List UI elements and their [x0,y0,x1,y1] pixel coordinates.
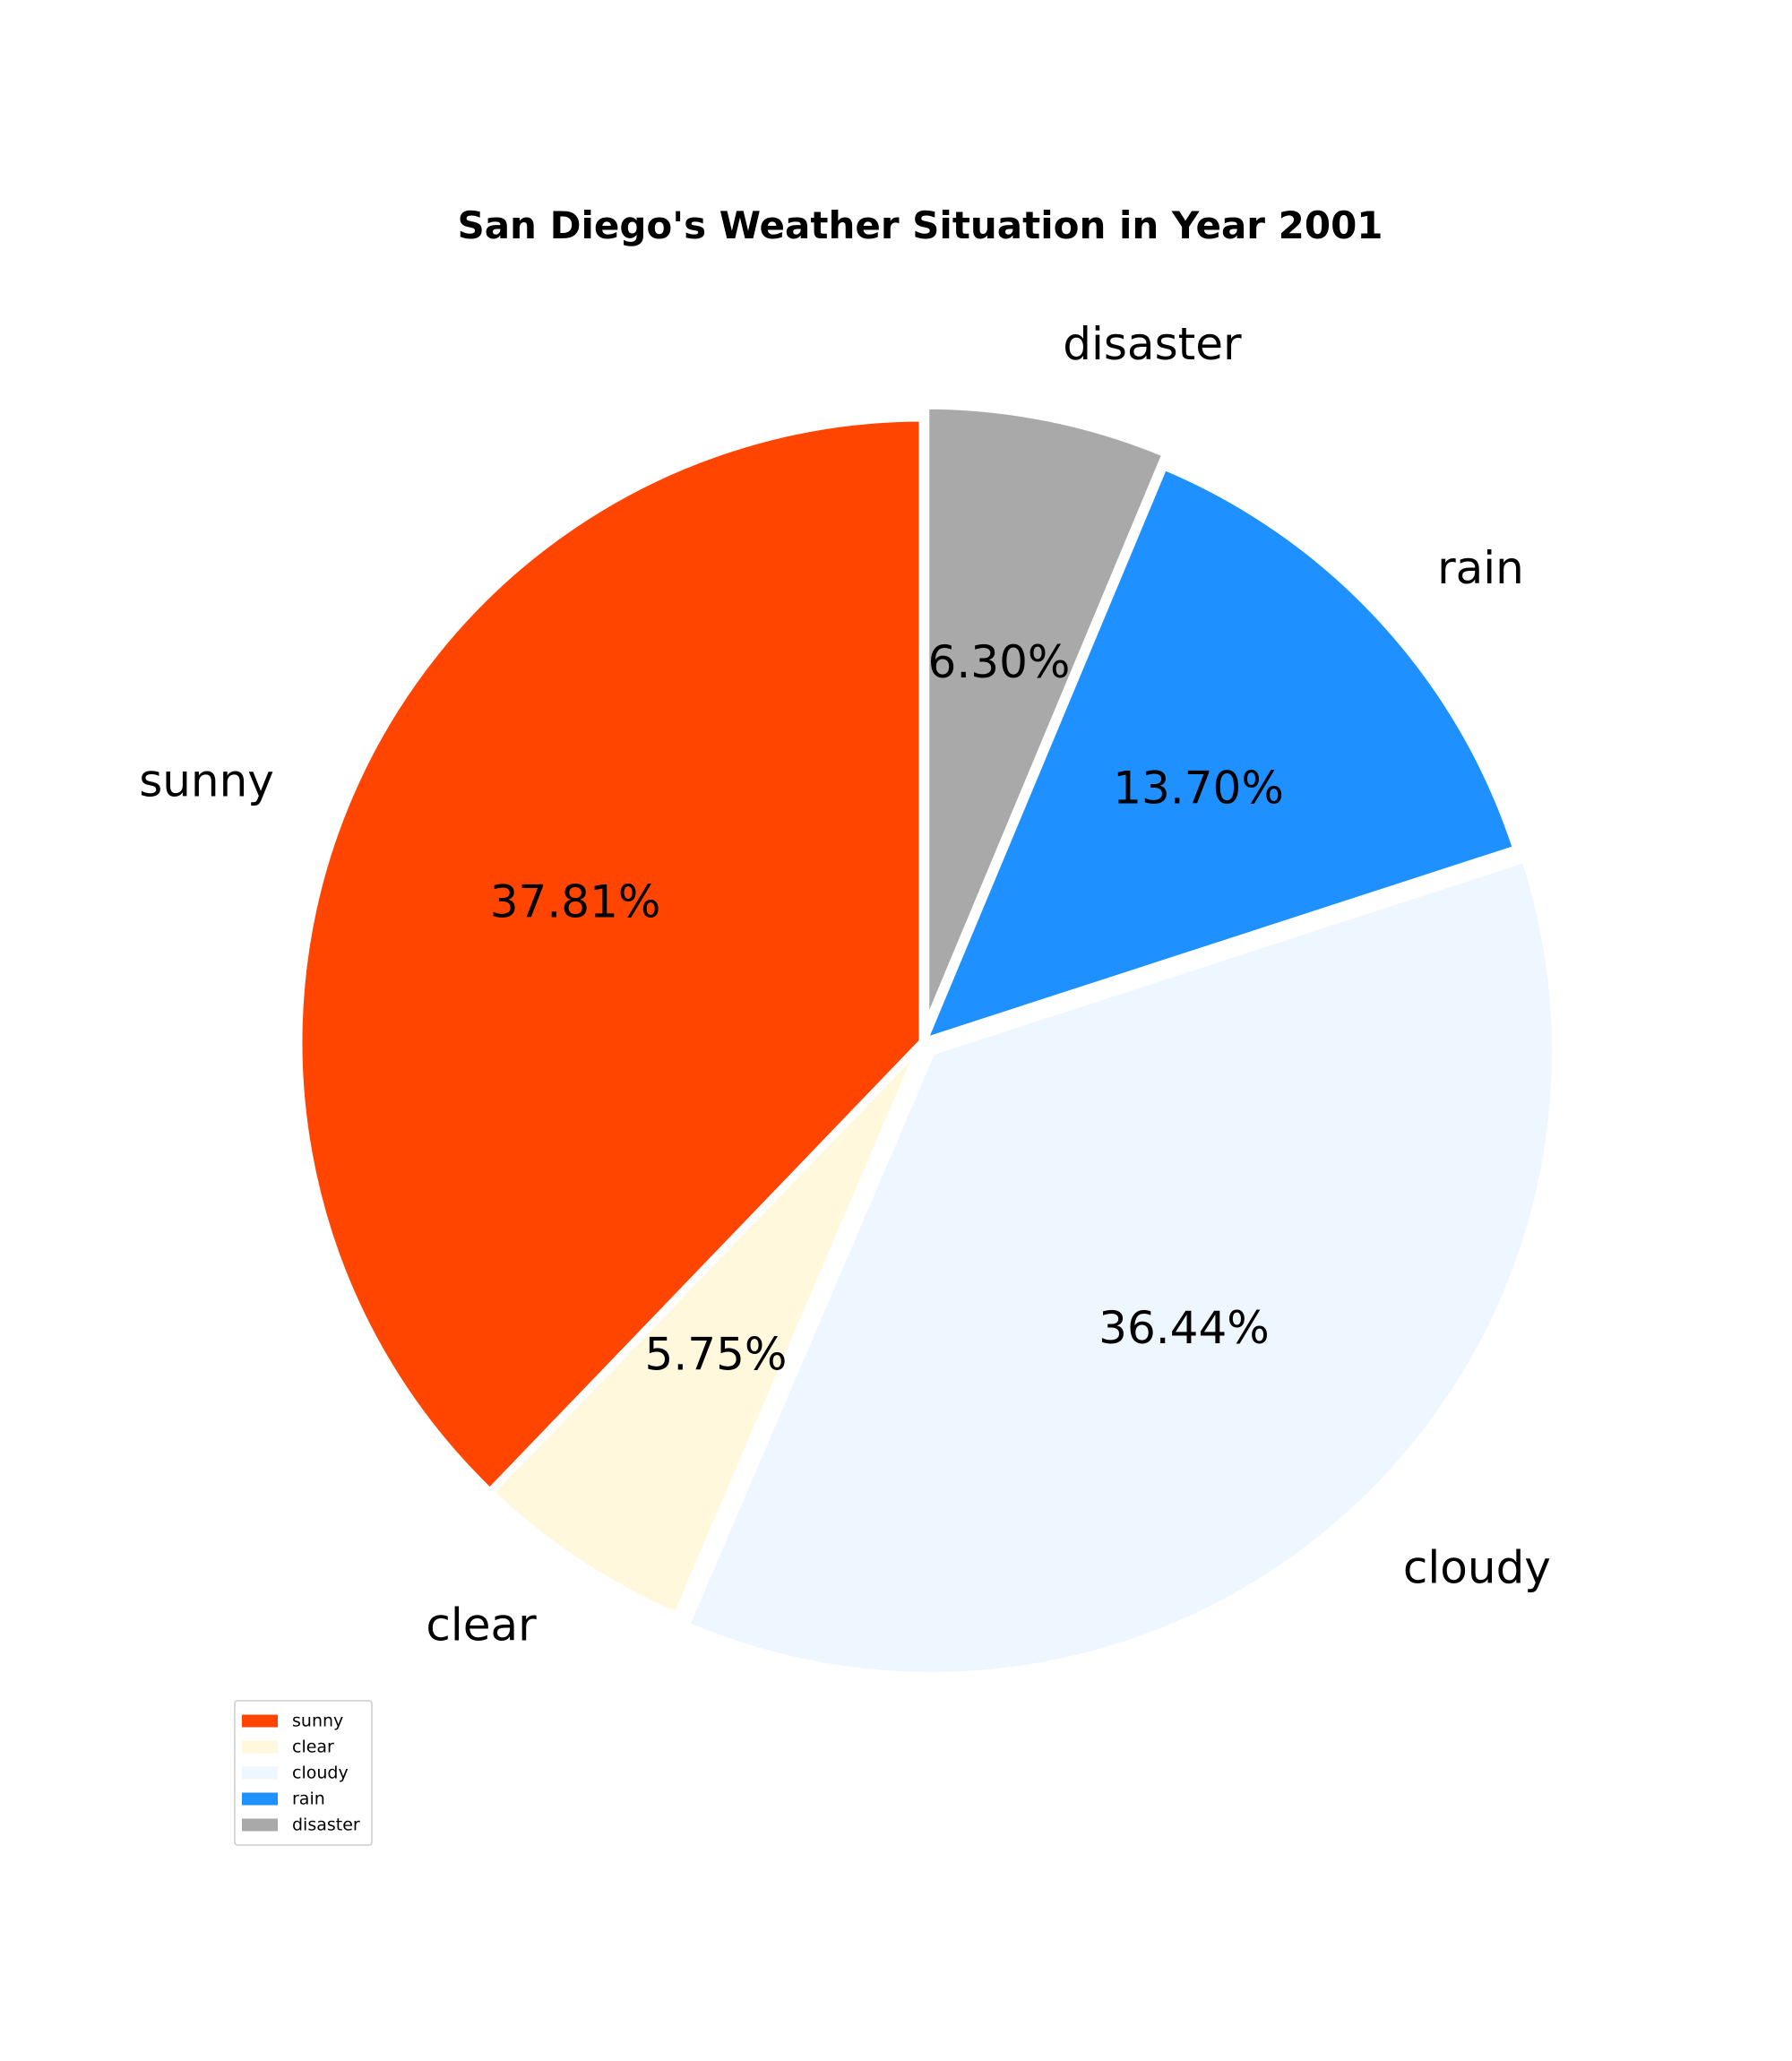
legend-swatch-disaster [242,1818,278,1832]
pie-slice-clear [484,1039,927,1622]
pie-slices [294,401,1560,1680]
percent-label-clear: 5.75% [645,1329,788,1381]
percent-label-disaster: 6.30% [928,636,1071,688]
percent-label-cloudy: 36.44% [1098,1302,1270,1354]
legend-swatch-clear [242,1740,278,1754]
slice-label-cloudy: cloudy [1403,1542,1551,1594]
legend-label-sunny: sunny [292,1712,343,1731]
legend-swatch-rain [242,1792,278,1806]
legend-swatch-sunny [242,1714,278,1728]
legend-box [234,1700,373,1846]
legend-swatch-cloudy [242,1766,278,1780]
percent-label-rain: 13.70% [1113,763,1284,815]
slice-label-rain: rain [1437,542,1524,594]
pie-slice-sunny [294,413,927,1498]
legend-label-rain: rain [292,1789,325,1809]
pie-slice-rain [916,461,1522,1049]
legend-label-disaster: disaster [292,1815,360,1835]
legend: sunny clear cloudy rain disaster [234,1700,373,1846]
percent-labels: 37.81% 5.75% 36.44% 13.70% 6.30% [490,636,1284,1380]
slice-label-sunny: sunny [139,755,274,806]
pie-slice-cloudy [680,853,1560,1680]
slice-label-clear: clear [426,1600,537,1651]
legend-label-cloudy: cloudy [292,1763,349,1783]
slice-label-disaster: disaster [1063,318,1242,370]
legend-label-clear: clear [292,1738,334,1757]
slice-labels: sunny clear cloudy rain disaster [139,318,1551,1651]
percent-label-sunny: 37.81% [490,876,661,928]
chart-title: San Diego's Weather Situation in Year 20… [457,203,1383,247]
pie-slice-disaster [921,401,1172,1032]
